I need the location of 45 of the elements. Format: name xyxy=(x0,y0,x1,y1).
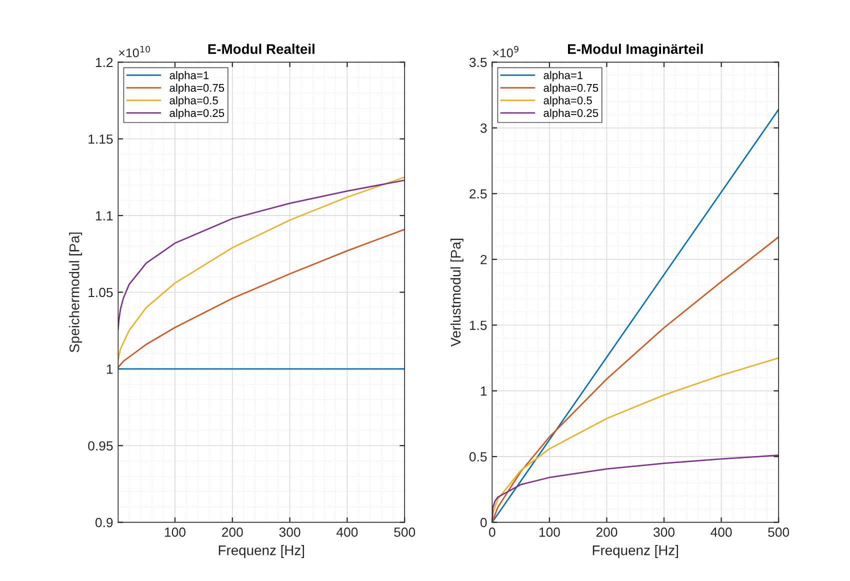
x-tick-label: 500 xyxy=(394,528,416,537)
y-tick-label: 1 xyxy=(106,364,113,374)
x-tick-label: 400 xyxy=(336,528,358,537)
y-tick-label: 1.15 xyxy=(88,134,113,144)
y-axis-title: Speichermodul [Pa] xyxy=(69,232,82,352)
x-tick-label: 100 xyxy=(539,528,560,537)
legend-label: alpha=1 xyxy=(544,71,583,82)
x-axis-title: Frequenz [Hz] xyxy=(592,545,678,558)
y-tick-label: 0.95 xyxy=(88,441,113,451)
y-tick-label: 2 xyxy=(480,254,487,264)
y-tick-label: 1.5 xyxy=(470,320,487,330)
y-tick-label: 3 xyxy=(480,123,487,133)
chart-title: E-Modul Realteil xyxy=(208,44,314,54)
x-tick-label: 200 xyxy=(596,528,618,537)
y-tick-label: 1.2 xyxy=(96,58,113,67)
legend-label: alpha=0.25 xyxy=(170,108,224,120)
legend-label: alpha=0.5 xyxy=(544,96,592,107)
y-tick-label: 2.5 xyxy=(470,189,487,199)
y-tick-label: 0.5 xyxy=(469,452,487,462)
x-tick-label: 100 xyxy=(164,528,186,537)
x-tick-label: 300 xyxy=(279,528,300,537)
line-series xyxy=(118,176,405,360)
x-axis-title: Frequenz [Hz] xyxy=(218,545,304,558)
x-tick-label: 200 xyxy=(222,528,243,537)
x-tick-label: 300 xyxy=(654,528,675,537)
y-tick-label: 0.9 xyxy=(95,518,113,528)
text: ×10$^{10}$ xyxy=(119,46,150,58)
y-tick-label: 1.1 xyxy=(96,211,113,220)
x-tick-label: 400 xyxy=(710,528,732,537)
y-tick-label: 0 xyxy=(480,518,487,528)
y-tick-label: 1 xyxy=(480,386,487,396)
line-series xyxy=(118,228,405,368)
y-axis-title: Verlustmodul [Pa] xyxy=(450,238,464,347)
legend-label: alpha=0.75 xyxy=(544,84,598,94)
text: ×10$^{9}$ xyxy=(493,46,518,58)
legend-label: alpha=0.25 xyxy=(544,108,598,120)
y-tick-label: 3.5 xyxy=(469,58,487,68)
legend-label: alpha=0.5 xyxy=(170,96,218,107)
y-tick-label: 1.05 xyxy=(88,288,113,298)
line-series xyxy=(118,180,405,330)
legend-label: alpha=0.75 xyxy=(170,84,224,94)
x-tick-label: 500 xyxy=(768,528,790,537)
x-tick-label: 0 xyxy=(488,528,496,537)
chart-title: E-Modul Imaginärteil xyxy=(568,44,703,57)
legend-label: alpha=1 xyxy=(170,71,209,82)
